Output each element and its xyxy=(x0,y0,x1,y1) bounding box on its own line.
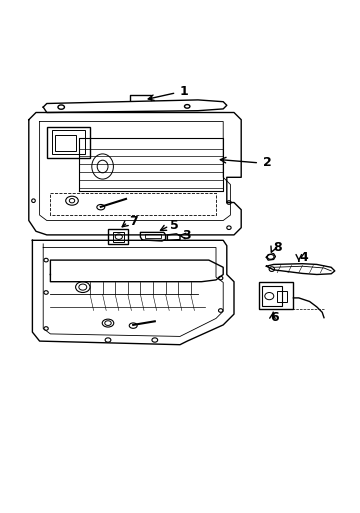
Text: 3: 3 xyxy=(183,229,191,242)
Bar xyxy=(108,229,128,244)
Text: 6: 6 xyxy=(270,311,279,324)
Text: 5: 5 xyxy=(170,219,179,232)
Text: 7: 7 xyxy=(129,215,138,228)
Bar xyxy=(52,130,85,154)
Bar xyxy=(277,291,287,302)
Bar xyxy=(55,135,76,151)
Text: 1: 1 xyxy=(180,86,189,98)
Bar xyxy=(113,232,124,242)
Text: 8: 8 xyxy=(274,241,282,254)
Bar xyxy=(262,286,282,306)
Bar xyxy=(145,234,161,239)
Bar xyxy=(259,282,293,309)
Text: 2: 2 xyxy=(263,155,271,169)
Text: 4: 4 xyxy=(300,251,308,264)
Bar xyxy=(47,127,90,157)
